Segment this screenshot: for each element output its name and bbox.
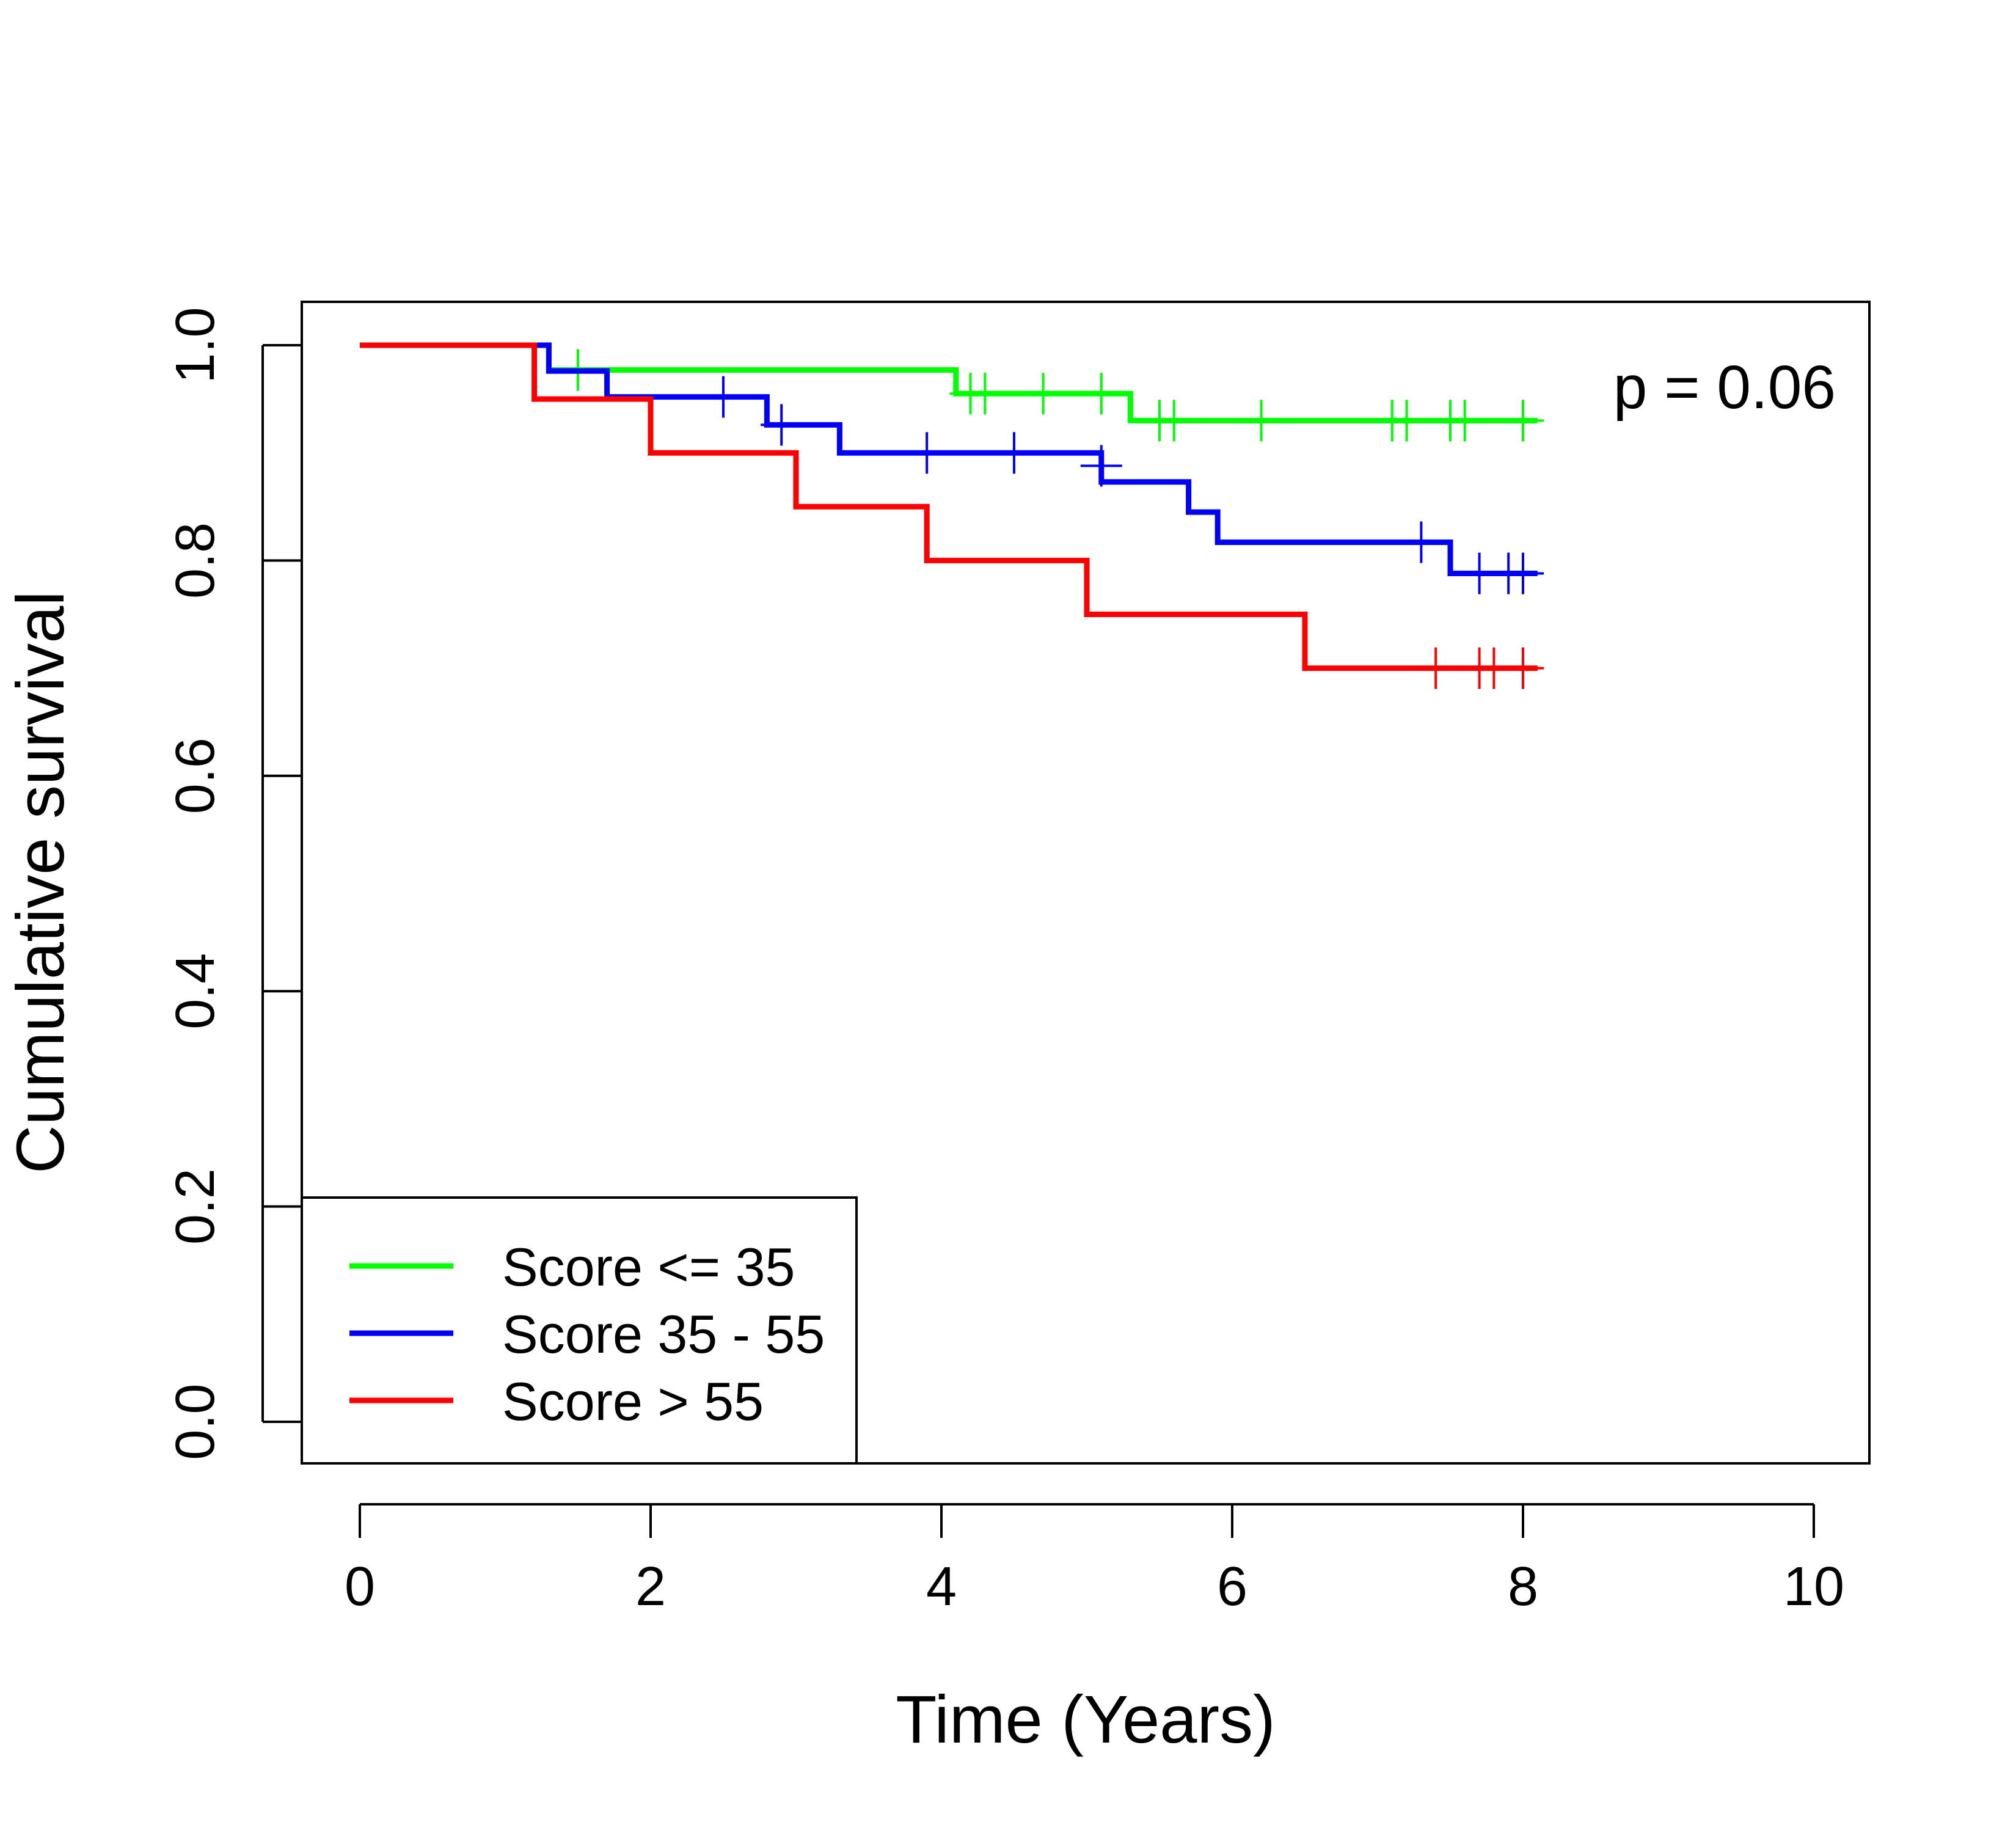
x-tick-label: 6 (1217, 1556, 1247, 1617)
y-tick-label: 0.8 (165, 522, 226, 599)
y-tick-label: 0.6 (165, 737, 226, 814)
x-tick-label: 4 (926, 1556, 957, 1617)
legend-label: Score 35 - 55 (502, 1304, 825, 1364)
p-value-annotation: p = 0.06 (1613, 353, 1836, 422)
legend-label: Score > 55 (502, 1371, 764, 1432)
series-1 (360, 342, 1544, 442)
y-tick-label: 0.0 (165, 1383, 226, 1460)
survival-curve (360, 342, 1538, 671)
x-tick-label: 8 (1508, 1556, 1538, 1617)
x-tick-label: 10 (1783, 1556, 1844, 1617)
y-axis: 0.0 0.2 0.4 0.6 0.8 1.0 (165, 307, 302, 1460)
survival-curve (360, 342, 1538, 577)
series-2 (360, 342, 1544, 595)
y-tick-label: 0.4 (165, 953, 226, 1030)
plot-frame (301, 301, 1871, 1465)
x-axis-label: Time (Years) (896, 1682, 1275, 1757)
x-tick-label: 0 (345, 1556, 375, 1617)
series-layer (360, 342, 1544, 689)
legend: Score <= 35 Score 35 - 55 Score > 55 (301, 1196, 858, 1465)
y-tick-label: 1.0 (165, 307, 226, 383)
y-tick-label: 0.2 (165, 1168, 226, 1245)
series-3 (360, 342, 1544, 689)
x-tick-label: 2 (635, 1556, 666, 1617)
x-axis: 0 2 4 6 8 10 (345, 1503, 1844, 1617)
y-axis-label: Cumulative survival (3, 591, 78, 1174)
legend-label: Score <= 35 (502, 1237, 795, 1297)
